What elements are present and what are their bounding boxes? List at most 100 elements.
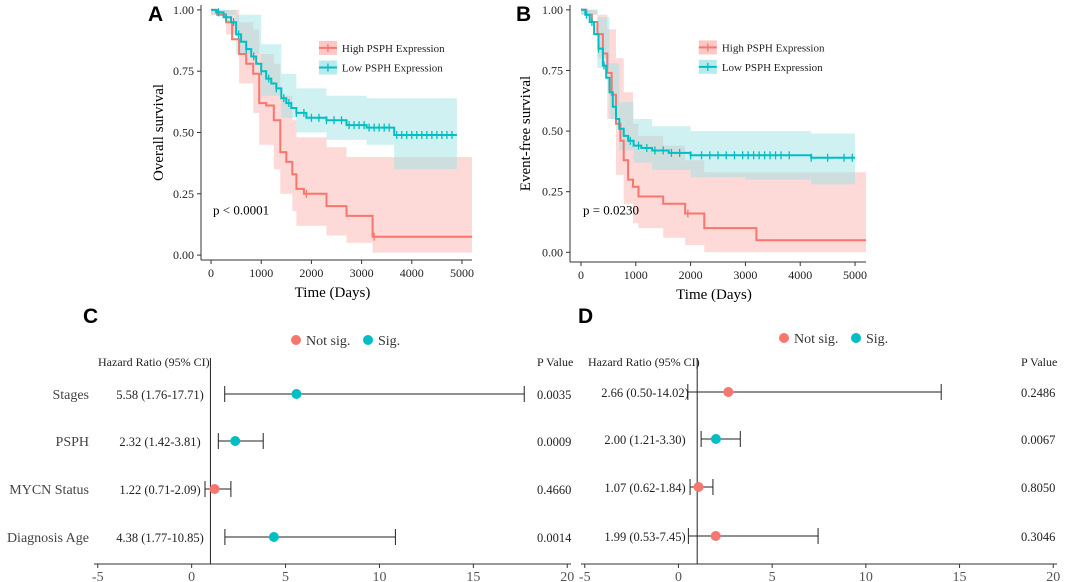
- forest-header-hr: Hazard Ratio (95% CI): [588, 355, 700, 369]
- hazard-ratio-point: [291, 389, 302, 399]
- forest-p-value: 0.3046: [1021, 530, 1055, 544]
- legend-dot-not-sig: [291, 335, 301, 345]
- x-tick-label: 0: [188, 570, 195, 582]
- x-tick-label: 15: [953, 570, 967, 582]
- forest-panel-c: C Not sig. Sig. Hazard Ratio (95% CI) P Valu…: [7, 305, 574, 582]
- legend-label-low: Low PSPH Expression: [722, 62, 823, 74]
- forest-panel-d: D Not sig. Sig. Hazard Ratio (95% CI) P Valu…: [578, 305, 1060, 582]
- x-tick-label: 1000: [624, 268, 648, 282]
- forest-p-value: 0.0014: [537, 531, 572, 545]
- y-tick-label: 0.75: [542, 63, 563, 77]
- forest-hr-text: 2.66 (0.50-14.02): [601, 386, 689, 400]
- x-tick-label: 5000: [843, 268, 867, 282]
- x-tick-label: 2000: [679, 268, 703, 282]
- survival-curve-high: [211, 8, 472, 238]
- forest-p-value: 0.0035: [537, 388, 571, 402]
- hazard-ratio-point: [268, 532, 279, 542]
- y-tick-label: 0.00: [542, 245, 563, 259]
- x-axis-title: Time (Days): [295, 285, 371, 301]
- x-axis-title: Time (Days): [676, 287, 752, 303]
- forest-p-value: 0.0067: [1021, 433, 1055, 447]
- legend-label-not-sig: Not sig.: [794, 332, 838, 347]
- panel-label: B: [516, 3, 531, 26]
- hazard-ratio-point: [693, 482, 704, 492]
- x-tick-label: 10: [372, 570, 386, 582]
- km-panel-b: B 0.00 0.25 0.50 0.75 1.00 0 1000 2000 3000 4000 50…: [516, 3, 867, 303]
- legend-label-sig: Sig.: [378, 334, 400, 349]
- x-tick-label: 4000: [788, 268, 812, 282]
- legend-label-high: High PSPH Expression: [342, 43, 445, 55]
- x-tick-label: 20: [560, 570, 574, 582]
- confidence-band-high: [581, 9, 866, 253]
- panel-label: D: [578, 305, 593, 328]
- x-tick-label: 1000: [249, 266, 273, 280]
- hazard-ratio-point: [230, 436, 241, 446]
- y-tick-label: 0.75: [173, 64, 194, 78]
- hazard-ratio-point: [710, 434, 721, 444]
- forest-row-label: Stages: [52, 388, 89, 403]
- legend-dot-not-sig: [779, 333, 789, 343]
- y-axis-title: Overall survival: [151, 84, 167, 181]
- forest-hr-text: 2.32 (1.42-3.81): [119, 435, 200, 449]
- survival-curve-low: [211, 8, 457, 136]
- y-tick-label: 0.50: [542, 124, 563, 138]
- forest-p-value: 0.4660: [537, 483, 571, 497]
- survival-curve-low: [581, 8, 855, 159]
- x-tick-label: 20: [1046, 570, 1060, 582]
- panel-label: C: [83, 305, 98, 328]
- legend-label-sig: Sig.: [866, 332, 888, 347]
- x-tick-label: 3000: [350, 266, 374, 280]
- hazard-ratio-point: [723, 387, 734, 397]
- x-tick-label: -5: [92, 570, 104, 582]
- panel-label: A: [148, 3, 163, 26]
- forest-row-label: MYCN Status: [9, 483, 89, 498]
- legend-dot-sig: [363, 335, 373, 345]
- forest-hr-text: 1.07 (0.62-1.84): [604, 481, 685, 495]
- p-value-annotation: p < 0.0001: [213, 203, 269, 218]
- x-tick-label: 5: [282, 570, 289, 582]
- x-tick-label: 5: [769, 570, 776, 582]
- x-tick-label: 2000: [299, 266, 323, 280]
- forest-p-value: 0.0009: [537, 435, 571, 449]
- forest-hr-text: 1.99 (0.53-7.45): [604, 530, 685, 544]
- x-tick-label: 15: [466, 570, 480, 582]
- legend-dot-sig: [851, 333, 861, 343]
- forest-header-hr: Hazard Ratio (95% CI): [98, 355, 210, 369]
- confidence-band-low: [581, 9, 855, 185]
- p-value-annotation: p = 0.0230: [583, 203, 639, 218]
- y-tick-label: 0.00: [173, 248, 194, 262]
- forest-p-value: 0.8050: [1021, 481, 1055, 495]
- x-tick-label: 0: [208, 266, 214, 280]
- survival-curve-high: [581, 8, 866, 242]
- forest-hr-text: 4.38 (1.77-10.85): [116, 531, 204, 545]
- forest-row-label: Diagnosis Age: [7, 531, 89, 546]
- hazard-ratio-point: [209, 484, 220, 494]
- forest-row-label: PSPH: [56, 435, 89, 450]
- hazard-ratio-point: [710, 531, 721, 541]
- x-tick-label: 0: [675, 570, 682, 582]
- confidence-band-low: [211, 9, 457, 170]
- forest-hr-text: 2.00 (1.21-3.30): [604, 433, 685, 447]
- y-tick-label: 1.00: [542, 3, 563, 17]
- forest-hr-text: 5.58 (1.76-17.71): [116, 388, 204, 402]
- y-tick-label: 0.25: [542, 185, 563, 199]
- y-tick-label: 0.25: [173, 187, 194, 201]
- forest-header-p: P Value: [1021, 355, 1057, 369]
- legend-label-not-sig: Not sig.: [306, 334, 350, 349]
- legend-label-low: Low PSPH Expression: [342, 63, 443, 75]
- km-panel-a: A 0.00 0.25 0.50 0.75 1.00 0 1000 2000 3000 4000 50…: [148, 3, 474, 301]
- x-tick-label: 5000: [450, 266, 474, 280]
- forest-p-value: 0.2486: [1021, 386, 1055, 400]
- x-tick-label: 4000: [400, 266, 424, 280]
- y-tick-label: 1.00: [173, 3, 194, 17]
- x-tick-label: 10: [859, 570, 873, 582]
- x-tick-label: -5: [579, 570, 591, 582]
- y-axis-title: Event-free survival: [518, 76, 534, 191]
- x-tick-label: 3000: [733, 268, 757, 282]
- x-tick-label: 0: [578, 268, 584, 282]
- forest-hr-text: 1.22 (0.71-2.09): [119, 483, 200, 497]
- legend-label-high: High PSPH Expression: [722, 42, 825, 54]
- y-tick-label: 0.50: [173, 126, 194, 140]
- forest-header-p: P Value: [537, 355, 573, 369]
